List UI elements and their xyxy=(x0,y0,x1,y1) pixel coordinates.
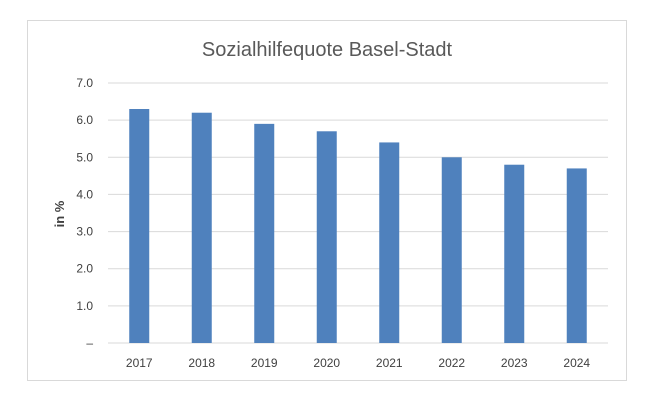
x-tick-label: 2019 xyxy=(251,356,278,370)
x-tick-label: 2023 xyxy=(501,356,528,370)
bar-2021 xyxy=(379,142,400,343)
bar-2022 xyxy=(441,157,462,343)
x-tick-label: 2022 xyxy=(438,356,465,370)
y-tick-label: 1.0 xyxy=(76,299,93,313)
x-tick-label: 2020 xyxy=(313,356,340,370)
y-tick-label: 3.0 xyxy=(76,225,93,239)
y-tick-label: – xyxy=(86,336,93,350)
x-tick-label: 2017 xyxy=(126,356,153,370)
y-tick-label: 7.0 xyxy=(76,76,93,90)
bar-2019 xyxy=(254,123,275,343)
bar-2023 xyxy=(504,164,525,343)
x-tick-label: 2021 xyxy=(376,356,403,370)
x-tick-label: 2018 xyxy=(188,356,215,370)
y-tick-labels: – 1.0 2.0 3.0 4.0 5.0 6.0 7.0 xyxy=(76,76,93,350)
bars xyxy=(129,109,587,343)
chart-title: Sozialhilfequote Basel-Stadt xyxy=(202,39,453,61)
y-tick-label: 5.0 xyxy=(76,150,93,164)
y-axis-label: in % xyxy=(52,200,67,227)
y-tick-label: 6.0 xyxy=(76,113,93,127)
bar-2017 xyxy=(129,109,150,343)
gridlines xyxy=(108,82,608,344)
bar-2018 xyxy=(191,112,212,343)
x-tick-labels: 2017 2018 2019 2020 2021 2022 2023 2024 xyxy=(126,356,591,370)
y-tick-label: 2.0 xyxy=(76,262,93,276)
bar-2020 xyxy=(316,131,337,343)
x-tick-label: 2024 xyxy=(563,356,590,370)
y-tick-label: 4.0 xyxy=(76,187,93,201)
bar-2024 xyxy=(566,168,587,343)
